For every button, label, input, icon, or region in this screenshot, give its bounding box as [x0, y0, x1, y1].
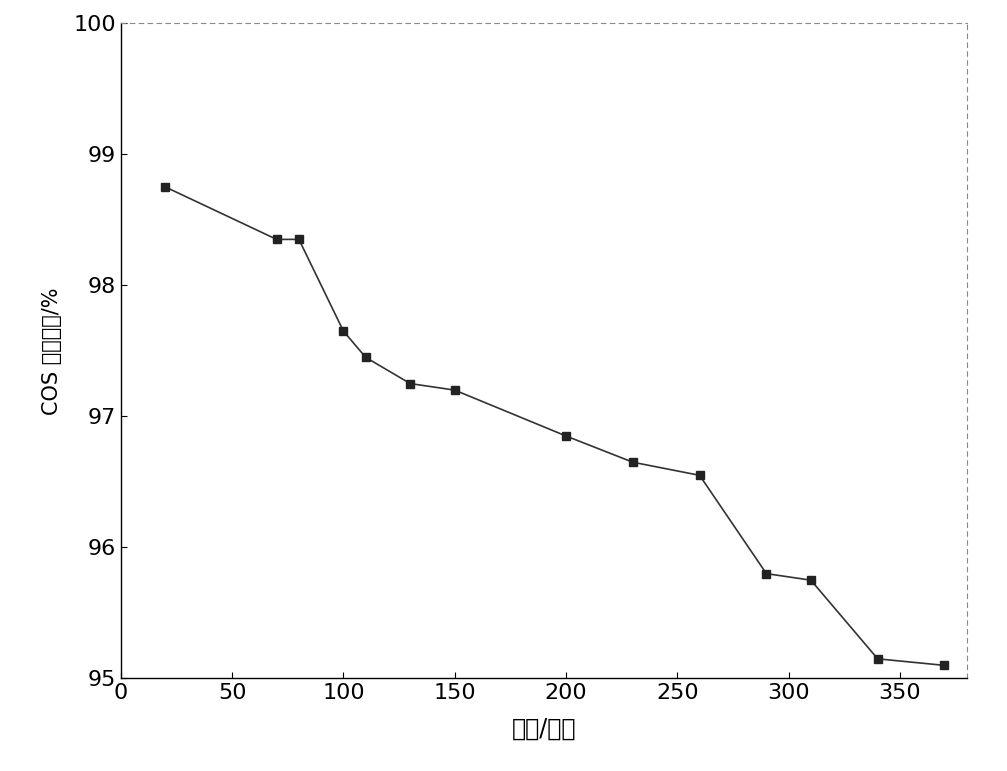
- X-axis label: 时间/分钟: 时间/分钟: [512, 717, 576, 741]
- Y-axis label: COS 去除效率/%: COS 去除效率/%: [42, 287, 62, 415]
